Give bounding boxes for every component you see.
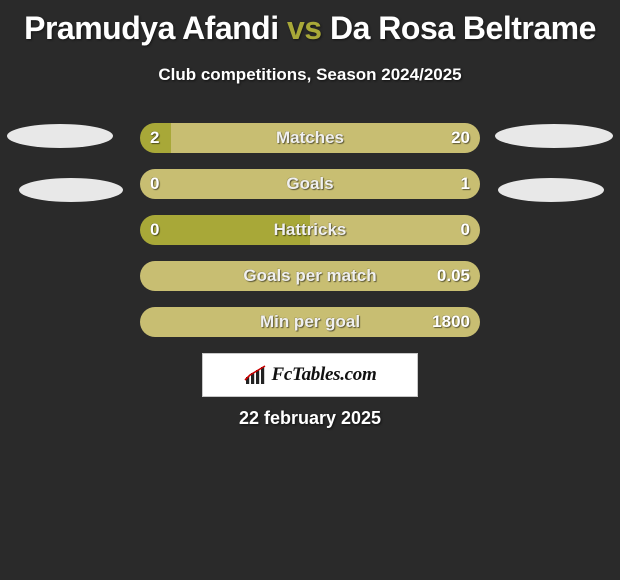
- metric-label: Goals per match: [140, 261, 480, 291]
- metric-row: 1800Min per goal: [0, 307, 620, 337]
- player2-name: Da Rosa Beltrame: [330, 10, 596, 46]
- comparison-title: Pramudya Afandi vs Da Rosa Beltrame: [0, 0, 620, 47]
- badge-text: FcTables.com: [272, 364, 377, 386]
- metric-label: Hattricks: [140, 215, 480, 245]
- decorative-ellipse: [7, 124, 113, 148]
- player1-name: Pramudya Afandi: [24, 10, 278, 46]
- snapshot-date: 22 february 2025: [0, 408, 620, 429]
- decorative-ellipse: [495, 124, 613, 148]
- fctables-badge: FcTables.com: [202, 353, 418, 397]
- subtitle: Club competitions, Season 2024/2025: [0, 65, 620, 85]
- metric-label: Goals: [140, 169, 480, 199]
- metric-label: Min per goal: [140, 307, 480, 337]
- chart-icon: [244, 365, 266, 385]
- decorative-ellipse: [19, 178, 123, 202]
- metric-row: 0.05Goals per match: [0, 261, 620, 291]
- metrics-container: 220Matches01Goals00Hattricks0.05Goals pe…: [0, 123, 620, 337]
- metric-row: 00Hattricks: [0, 215, 620, 245]
- vs-separator: vs: [287, 10, 322, 46]
- decorative-ellipse: [498, 178, 604, 202]
- metric-label: Matches: [140, 123, 480, 153]
